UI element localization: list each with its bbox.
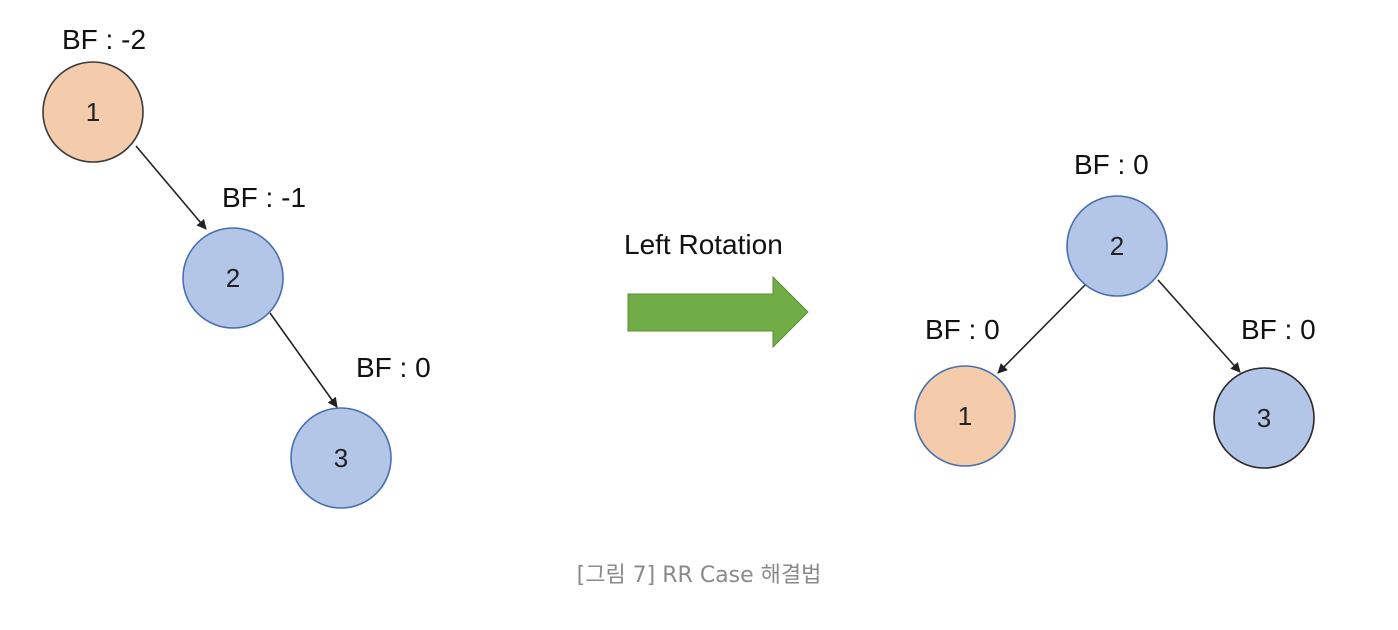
right-edge-2-3 (1157, 279, 1241, 373)
left-node-3-label: 3 (334, 443, 348, 473)
left-node-2-bf-label: BF : -1 (222, 182, 306, 213)
left-node-1-bf-label: BF : -2 (62, 24, 146, 55)
left-edge-1-2 (135, 145, 207, 230)
rotation-label: Left Rotation (624, 229, 783, 260)
right-node-1-circle (914, 365, 1016, 467)
right-node-2: 2 (1066, 195, 1168, 297)
left-edge-2-3 (269, 312, 338, 408)
left-node-1-label: 1 (86, 97, 100, 127)
right-node-1: 1 (914, 365, 1016, 467)
left-node-2-label: 2 (226, 263, 240, 293)
figure-caption: [그림 7] RR Case 해결법 (576, 563, 822, 588)
left-node-1: 1 (42, 61, 144, 163)
left-node-3: 3 (290, 407, 392, 509)
left-node-2-circle (182, 227, 284, 329)
right-node-2-bf-label: BF : 0 (1074, 149, 1149, 180)
right-node-3-bf-label: BF : 0 (1241, 314, 1316, 345)
left-tree: BF : -2 BF : -1 BF : 0 1 2 3 (42, 24, 431, 509)
right-node-2-label: 2 (1110, 231, 1124, 261)
left-node-3-bf-label: BF : 0 (356, 352, 431, 383)
right-edge-2-1 (997, 284, 1086, 374)
right-node-3-circle (1213, 367, 1315, 469)
right-arrow-icon (627, 275, 809, 349)
left-node-2: 2 (182, 227, 284, 329)
right-node-3: 3 (1213, 367, 1315, 469)
right-tree: BF : 0 BF : 0 BF : 0 2 1 3 (914, 149, 1316, 469)
left-node-1-circle (42, 61, 144, 163)
right-node-1-bf-label: BF : 0 (925, 314, 1000, 345)
right-node-2-circle (1066, 195, 1168, 297)
rotation: Left Rotation (624, 229, 809, 349)
left-node-3-circle (290, 407, 392, 509)
right-node-1-label: 1 (958, 401, 972, 431)
right-node-3-label: 3 (1257, 403, 1271, 433)
